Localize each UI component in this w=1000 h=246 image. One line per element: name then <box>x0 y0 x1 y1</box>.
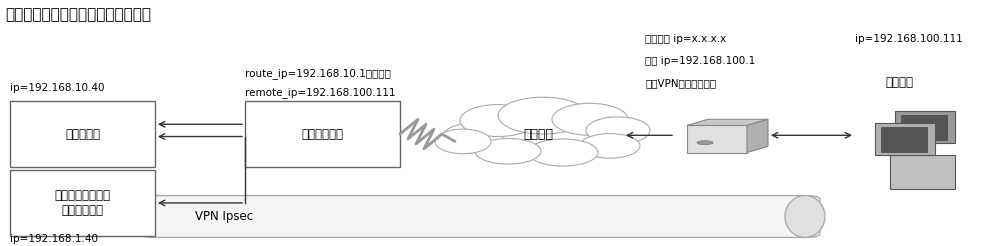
Ellipse shape <box>785 196 825 237</box>
Ellipse shape <box>580 134 640 158</box>
Text: 对内 ip=192.168.100.1: 对内 ip=192.168.100.1 <box>645 56 755 66</box>
Ellipse shape <box>475 138 541 164</box>
Ellipse shape <box>435 129 491 154</box>
Ellipse shape <box>498 97 588 134</box>
Polygon shape <box>687 125 747 153</box>
Text: ip=192.168.1.40: ip=192.168.1.40 <box>10 233 98 244</box>
FancyBboxPatch shape <box>901 115 947 140</box>
Text: route_ip=192.168.10.1（模块）: route_ip=192.168.10.1（模块） <box>245 68 391 79</box>
Text: 水电站与上级控制中心无线通道实现: 水电站与上级控制中心无线通道实现 <box>5 7 151 22</box>
FancyBboxPatch shape <box>245 101 400 167</box>
FancyBboxPatch shape <box>10 101 155 167</box>
Ellipse shape <box>552 103 628 135</box>
Text: 远程主机: 远程主机 <box>885 76 913 89</box>
Text: 对外固定 ip=x.x.x.x: 对外固定 ip=x.x.x.x <box>645 34 726 44</box>
Text: ip=192.168.10.40: ip=192.168.10.40 <box>10 83 104 93</box>
Text: 水电功率快速调节
一体化控制器: 水电功率快速调节 一体化控制器 <box>54 189 110 217</box>
FancyBboxPatch shape <box>10 170 155 236</box>
Text: 无线通信模块: 无线通信模块 <box>302 128 344 140</box>
Ellipse shape <box>586 117 650 144</box>
FancyBboxPatch shape <box>890 155 955 189</box>
FancyBboxPatch shape <box>875 123 935 155</box>
Polygon shape <box>687 119 768 125</box>
Text: 通信控制器: 通信控制器 <box>65 128 100 140</box>
Text: VPN Ipsec: VPN Ipsec <box>195 210 253 223</box>
Text: 支持VPN功能的路由器: 支持VPN功能的路由器 <box>645 78 716 89</box>
Text: 通信网络: 通信网络 <box>523 128 553 140</box>
Text: ip=192.168.100.111: ip=192.168.100.111 <box>855 34 963 44</box>
FancyBboxPatch shape <box>140 196 820 237</box>
Ellipse shape <box>460 105 536 137</box>
FancyBboxPatch shape <box>881 127 927 152</box>
Text: remote_ip=192.168.100.111: remote_ip=192.168.100.111 <box>245 88 396 98</box>
Polygon shape <box>747 119 768 153</box>
Ellipse shape <box>443 123 503 150</box>
FancyBboxPatch shape <box>895 111 955 143</box>
Circle shape <box>697 141 713 145</box>
Ellipse shape <box>528 139 598 166</box>
